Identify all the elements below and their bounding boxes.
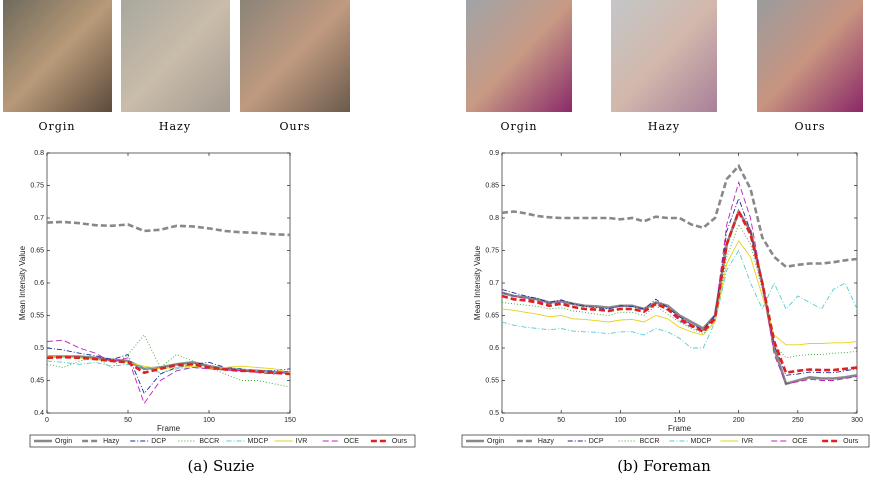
image-caption: Ours	[794, 120, 825, 133]
photo	[121, 0, 230, 112]
photo	[757, 0, 863, 112]
legend-label: DCP	[151, 438, 166, 445]
y-tick-label: 0.7	[34, 215, 44, 222]
legend-label: Hazy	[103, 438, 119, 445]
y-tick-label: 0.5	[489, 410, 499, 417]
photo	[611, 0, 717, 112]
x-axis-label: Frame	[668, 424, 692, 433]
x-tick-label: 200	[733, 417, 745, 424]
x-tick-label: 0	[45, 417, 49, 424]
x-tick-label: 150	[284, 417, 296, 424]
x-tick-label: 100	[203, 417, 215, 424]
x-axis-label: Frame	[157, 424, 181, 433]
y-tick-label: 0.6	[34, 280, 44, 287]
y-tick-label: 0.55	[30, 312, 44, 319]
legend-label: BCCR	[640, 438, 660, 445]
y-tick-label: 0.8	[489, 215, 499, 222]
image-caption: Hazy	[648, 120, 680, 133]
photo	[3, 0, 112, 112]
legend-label: OCE	[792, 438, 808, 445]
y-tick-label: 0.85	[485, 182, 499, 189]
y-tick-label: 0.75	[485, 247, 499, 254]
y-tick-label: 0.4	[34, 410, 44, 417]
y-tick-label: 0.65	[485, 312, 499, 319]
legend-label: Orgin	[487, 438, 504, 445]
series-line	[502, 166, 857, 267]
subfigure-caption: (a) Suzie	[188, 457, 255, 475]
x-tick-label: 50	[124, 417, 132, 424]
series-line	[502, 212, 857, 384]
y-tick-label: 0.7	[489, 280, 499, 287]
y-axis-label: Mean Intensity Value	[473, 245, 482, 320]
y-tick-label: 0.5	[34, 345, 44, 352]
series-line	[47, 335, 290, 387]
legend-box	[462, 435, 869, 447]
x-tick-label: 0	[500, 417, 504, 424]
legend-label: Hazy	[538, 438, 554, 445]
series-line	[47, 222, 290, 235]
photo	[466, 0, 572, 112]
y-tick-label: 0.8	[34, 150, 44, 157]
legend-label: MDCP	[248, 438, 269, 445]
legend-label: IVR	[741, 438, 753, 445]
legend-label: Ours	[392, 438, 408, 445]
legend-label: IVR	[296, 438, 308, 445]
y-tick-label: 0.55	[485, 377, 499, 384]
series-line	[502, 212, 857, 373]
legend-label: Ours	[843, 438, 859, 445]
plot-area	[502, 153, 857, 413]
x-tick-label: 50	[557, 417, 565, 424]
legend-label: DCP	[589, 438, 604, 445]
image-caption: Ours	[279, 120, 310, 133]
photo	[240, 0, 350, 112]
series-line	[502, 182, 857, 383]
image-caption: Orgin	[501, 120, 538, 133]
y-tick-label: 0.6	[489, 345, 499, 352]
y-tick-label: 0.9	[489, 150, 499, 157]
y-tick-label: 0.45	[30, 377, 44, 384]
legend-label: OCE	[344, 438, 360, 445]
figure: Orgin Hazy Ours 0.4 0.45 0.5 0.55 0.6 0.65 0.7 0.7…	[0, 0, 871, 483]
image-caption: Orgin	[39, 120, 76, 133]
y-tick-label: 0.65	[30, 247, 44, 254]
x-tick-label: 300	[851, 417, 863, 424]
x-tick-label: 250	[792, 417, 804, 424]
plot-area	[47, 153, 290, 413]
series-line	[502, 199, 857, 376]
image-caption: Hazy	[159, 120, 191, 133]
legend-label: BCCR	[199, 438, 219, 445]
legend-label: Orgin	[55, 438, 72, 445]
x-tick-label: 150	[674, 417, 686, 424]
y-axis-label: Mean Intensity Value	[18, 245, 27, 320]
subfigure-caption: (b) Foreman	[617, 457, 711, 475]
y-tick-label: 0.75	[30, 182, 44, 189]
x-tick-label: 100	[614, 417, 626, 424]
legend-label: MDCP	[691, 438, 712, 445]
